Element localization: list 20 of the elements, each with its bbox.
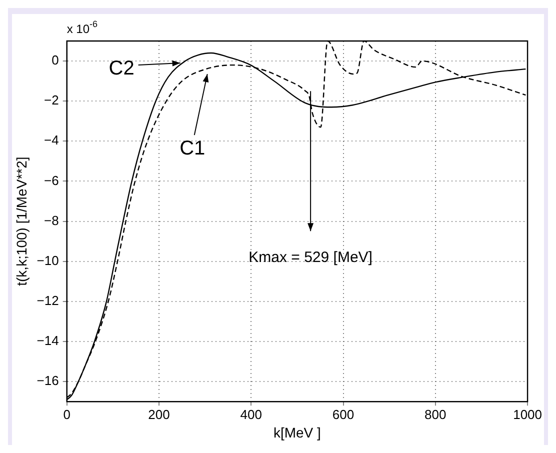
- x-tick-label: 400: [240, 406, 262, 422]
- x-tick-label: 0: [63, 406, 70, 422]
- y-tick-label: 0: [52, 52, 59, 68]
- x-tick-label: 800: [424, 406, 446, 422]
- x-tick-label: 1000: [513, 406, 542, 422]
- annotation: C2: [108, 58, 134, 80]
- y-tick-label: −4: [44, 132, 59, 148]
- y-tick-label: −16: [36, 373, 59, 388]
- y-tick-label: −6: [44, 172, 59, 188]
- y-tick-label: −14: [36, 333, 59, 348]
- annotation: Kmax = 529 [MeV]: [248, 249, 372, 266]
- annotation: C1: [180, 138, 206, 160]
- x-tick-label: 600: [332, 406, 354, 422]
- y-axis-title: t(k,k;100) [1/MeV**2]: [13, 156, 30, 286]
- x-axis-title: k[MeV ]: [273, 424, 321, 440]
- y-tick-label: −12: [36, 293, 59, 308]
- y-tick-label: −10: [36, 252, 59, 268]
- x-tick-label: 200: [148, 406, 170, 422]
- y-tick-label: −8: [44, 212, 59, 228]
- y-tick-label: −2: [44, 92, 59, 108]
